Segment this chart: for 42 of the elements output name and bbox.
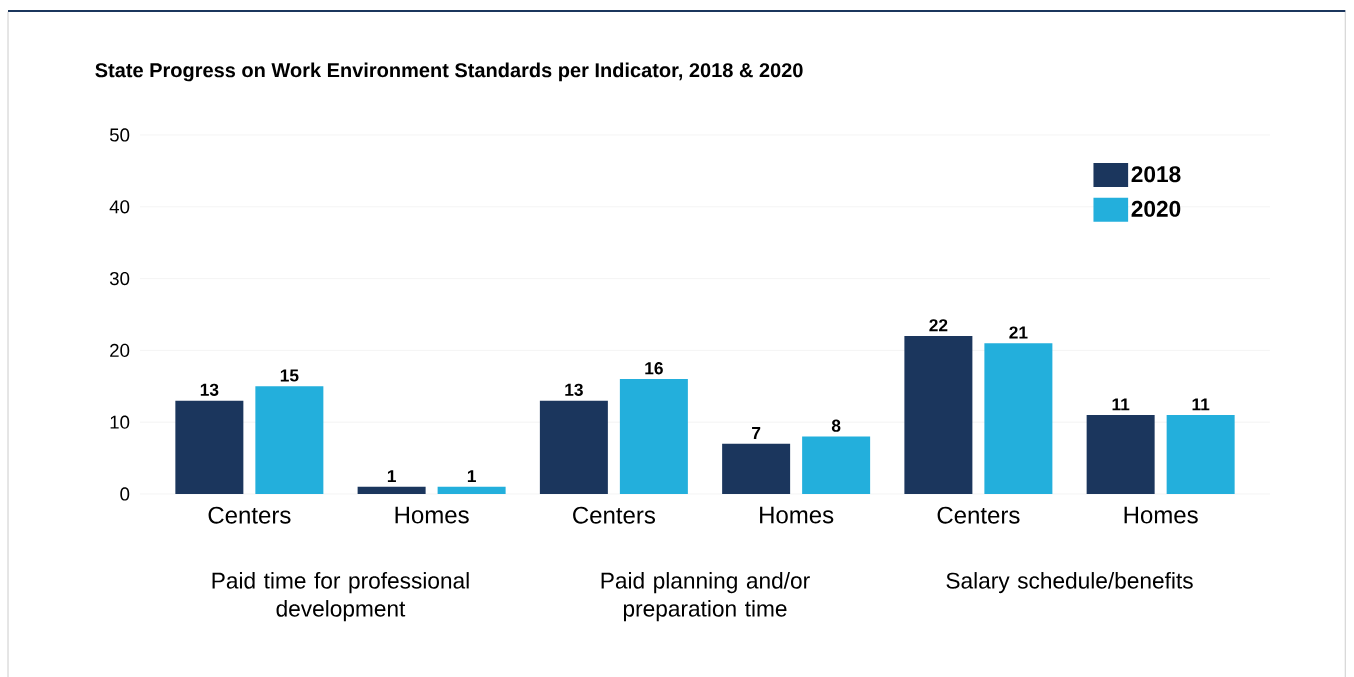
y-tick-label: 10 — [110, 415, 130, 429]
y-tick-label: 50 — [109, 128, 130, 142]
bar — [904, 336, 973, 494]
data-label: 11 — [1112, 398, 1130, 411]
data-label: 13 — [565, 383, 583, 396]
y-tick-label: 0 — [120, 487, 130, 501]
bar — [255, 386, 324, 494]
text: Paid time for professional development — [212, 572, 469, 622]
x-tick-label: Centers — [573, 506, 656, 524]
text: Paid planning and/or preparation time — [601, 572, 810, 622]
x-tick-label: Centers — [937, 506, 1020, 524]
x-tick-label: Homes — [395, 506, 469, 524]
data-label: 1 — [387, 470, 396, 483]
x-tick-label: Centers — [208, 506, 291, 524]
chart-title: State Progress on Work Environment Standards per Indicator, 2018 & 2020 — [95, 62, 803, 82]
y-tick-label: 20 — [110, 343, 130, 357]
legend-label: 2018 — [1131, 166, 1181, 183]
data-label: 16 — [645, 362, 663, 375]
bar — [802, 436, 871, 494]
data-label: 22 — [929, 319, 948, 332]
bar — [539, 400, 608, 494]
bar — [1086, 415, 1155, 494]
data-label: 1 — [467, 470, 476, 483]
data-label: 7 — [752, 427, 761, 440]
bar — [437, 486, 506, 494]
bar — [984, 343, 1053, 494]
bar — [175, 400, 244, 494]
bar — [722, 443, 791, 494]
x-tick-label: Homes — [1124, 506, 1198, 524]
data-label: 8 — [831, 419, 841, 432]
bar — [357, 486, 426, 494]
text: Salary schedule/benefits — [946, 572, 1193, 594]
y-tick-label: 40 — [109, 200, 130, 214]
data-label: 11 — [1192, 398, 1210, 411]
bar — [619, 379, 688, 494]
legend-label: 2020 — [1131, 200, 1181, 217]
bar — [1166, 415, 1235, 494]
data-label: 21 — [1009, 326, 1028, 339]
data-label: 13 — [200, 383, 219, 396]
x-tick-label: Homes — [760, 506, 834, 524]
data-label: 15 — [280, 369, 299, 382]
y-tick-label: 30 — [109, 271, 130, 286]
